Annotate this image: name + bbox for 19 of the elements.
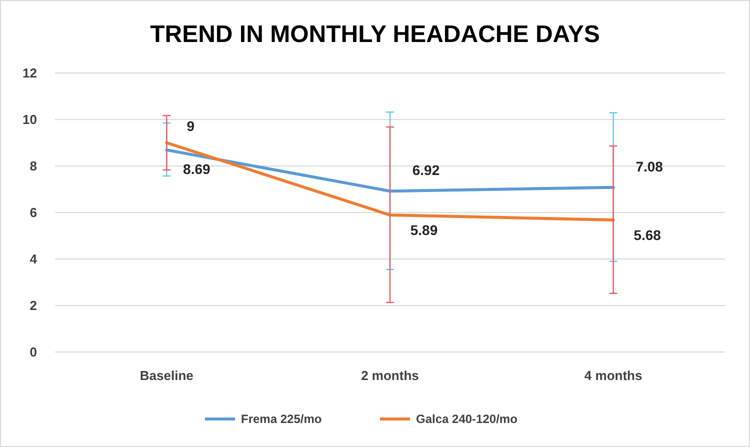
data-label: 5.89 <box>410 222 438 238</box>
y-tick-label: 10 <box>22 112 37 128</box>
data-label: 9 <box>186 118 195 134</box>
x-tick-label: 2 months <box>361 368 419 383</box>
y-tick-label: 2 <box>30 298 37 314</box>
y-tick-label: 4 <box>30 252 38 267</box>
x-tick-label: Baseline <box>140 368 194 383</box>
legend-label: Galca 240-120/mo <box>416 412 518 426</box>
legend-label: Frema 225/mo <box>241 412 322 426</box>
x-tick-label: 4 months <box>584 368 642 383</box>
y-tick-label: 12 <box>22 66 37 81</box>
y-tick-label: 8 <box>30 158 37 174</box>
chart-title: TREND IN MONTHLY HEADACHE DAYS <box>150 21 600 48</box>
data-label: 6.92 <box>412 162 440 178</box>
y-tick-label: 6 <box>30 205 37 220</box>
data-label: 5.68 <box>634 226 662 243</box>
data-label: 7.08 <box>636 158 664 174</box>
y-tick-label: 0 <box>30 344 37 360</box>
data-label: 8.69 <box>183 160 211 177</box>
